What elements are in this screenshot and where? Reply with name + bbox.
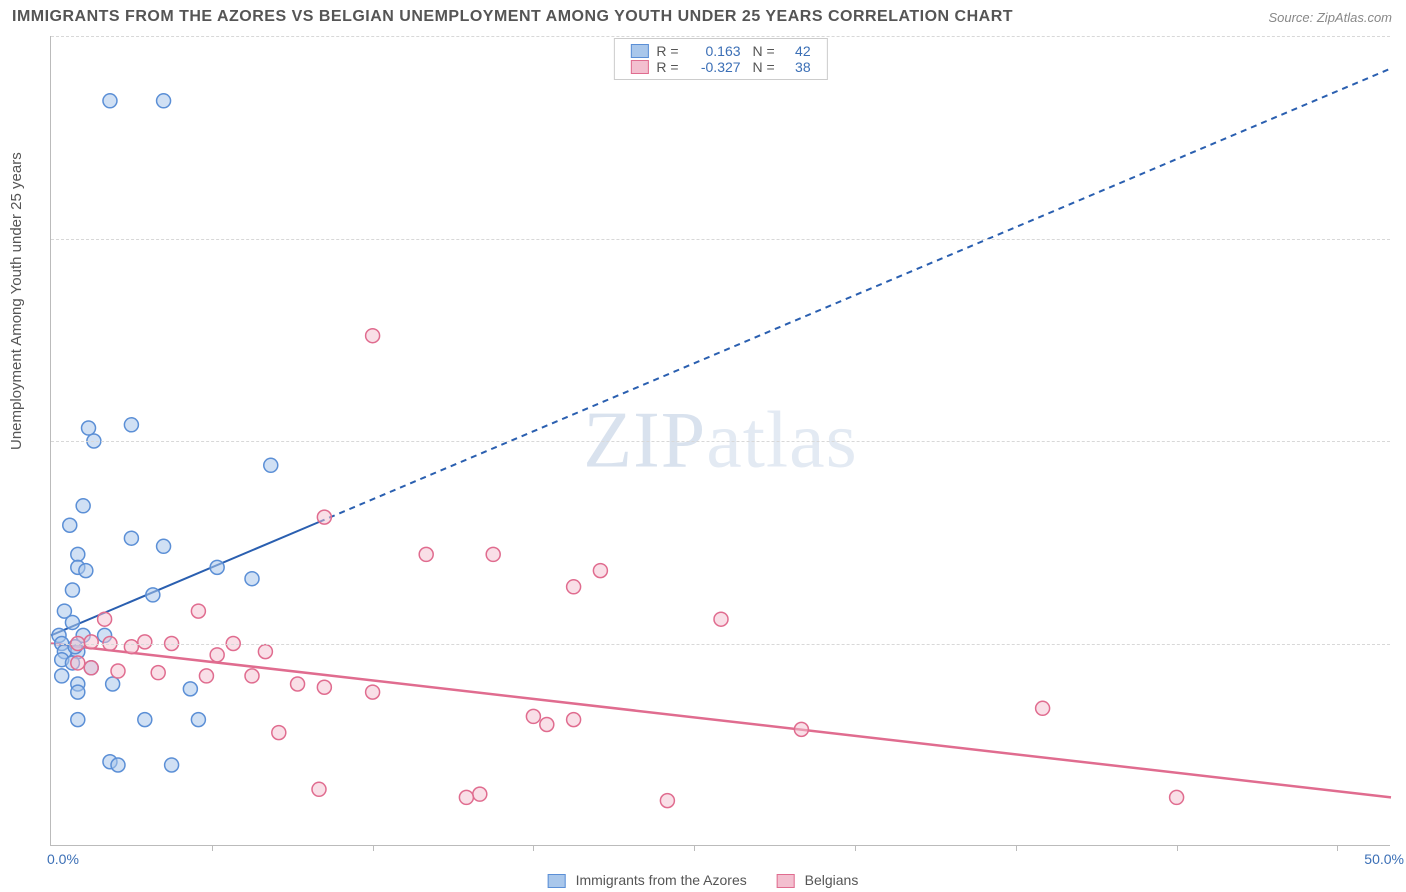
- x-min-label: 0.0%: [47, 851, 79, 867]
- data-point: [63, 518, 77, 532]
- data-point: [1036, 701, 1050, 715]
- data-point: [210, 648, 224, 662]
- chart-title: IMMIGRANTS FROM THE AZORES VS BELGIAN UN…: [12, 8, 1013, 26]
- data-point: [312, 782, 326, 796]
- data-point: [1170, 790, 1184, 804]
- data-point: [157, 94, 171, 108]
- data-point: [317, 510, 331, 524]
- x-tick-mark: [1177, 845, 1178, 851]
- legend-item-azores: Immigrants from the Azores: [548, 872, 747, 888]
- data-point: [138, 713, 152, 727]
- data-point: [366, 685, 380, 699]
- plot-area: ZIPatlas R =0.163 N =42 R =-0.327 N =38 …: [50, 36, 1390, 846]
- data-point: [366, 329, 380, 343]
- data-point: [157, 539, 171, 553]
- grid-line: [51, 644, 1390, 645]
- swatch-icon: [777, 874, 795, 888]
- grid-line: [51, 36, 1390, 37]
- data-point: [71, 656, 85, 670]
- y-tick-label: 25.0%: [1396, 433, 1406, 449]
- data-point: [124, 531, 138, 545]
- data-point: [79, 564, 93, 578]
- data-point: [111, 664, 125, 678]
- data-point: [183, 682, 197, 696]
- data-point: [272, 726, 286, 740]
- data-point: [210, 560, 224, 574]
- y-tick-label: 37.5%: [1396, 231, 1406, 247]
- data-point: [124, 640, 138, 654]
- data-point: [98, 612, 112, 626]
- swatch-icon: [548, 874, 566, 888]
- data-point: [106, 677, 120, 691]
- data-point: [146, 588, 160, 602]
- data-point: [65, 615, 79, 629]
- data-point: [419, 547, 433, 561]
- source-label: Source: ZipAtlas.com: [1268, 10, 1392, 25]
- data-point: [486, 547, 500, 561]
- data-point: [199, 669, 213, 683]
- x-tick-mark: [533, 845, 534, 851]
- data-point: [191, 713, 205, 727]
- data-point: [291, 677, 305, 691]
- data-point: [660, 794, 674, 808]
- data-point: [71, 685, 85, 699]
- data-point: [794, 722, 808, 736]
- data-point: [84, 661, 98, 675]
- data-point: [82, 421, 96, 435]
- x-tick-mark: [1337, 845, 1338, 851]
- data-point: [111, 758, 125, 772]
- data-point: [567, 580, 581, 594]
- data-point: [124, 418, 138, 432]
- data-point: [567, 713, 581, 727]
- data-point: [473, 787, 487, 801]
- data-point: [593, 564, 607, 578]
- x-tick-mark: [373, 845, 374, 851]
- y-axis-title: Unemployment Among Youth under 25 years: [8, 152, 25, 450]
- data-point: [540, 718, 554, 732]
- x-tick-mark: [1016, 845, 1017, 851]
- grid-line: [51, 239, 1390, 240]
- x-max-label: 50.0%: [1364, 851, 1404, 867]
- y-tick-label: 12.5%: [1396, 636, 1406, 652]
- data-point: [258, 645, 272, 659]
- data-point: [245, 669, 259, 683]
- data-point: [76, 499, 90, 513]
- data-point: [264, 458, 278, 472]
- legend-item-belgians: Belgians: [777, 872, 859, 888]
- data-point: [138, 635, 152, 649]
- data-point: [526, 709, 540, 723]
- data-point: [55, 669, 69, 683]
- data-point: [191, 604, 205, 618]
- y-tick-label: 50.0%: [1396, 28, 1406, 44]
- data-point: [71, 713, 85, 727]
- data-point: [165, 758, 179, 772]
- data-point: [71, 547, 85, 561]
- x-tick-mark: [855, 845, 856, 851]
- data-point: [151, 666, 165, 680]
- data-point: [459, 790, 473, 804]
- x-tick-mark: [212, 845, 213, 851]
- data-point: [317, 680, 331, 694]
- data-point: [84, 635, 98, 649]
- grid-line: [51, 441, 1390, 442]
- data-point: [65, 583, 79, 597]
- x-tick-mark: [694, 845, 695, 851]
- data-point: [714, 612, 728, 626]
- data-point: [245, 572, 259, 586]
- series-legend: Immigrants from the Azores Belgians: [548, 872, 859, 888]
- data-point: [103, 94, 117, 108]
